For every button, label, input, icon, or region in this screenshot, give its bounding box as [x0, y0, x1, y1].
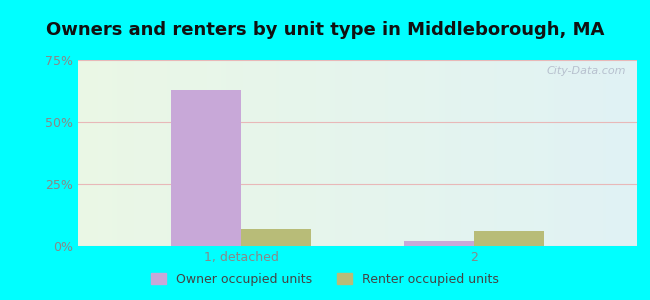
- Text: City-Data.com: City-Data.com: [546, 66, 626, 76]
- Bar: [171, 90, 241, 246]
- Text: Owners and renters by unit type in Middleborough, MA: Owners and renters by unit type in Middl…: [46, 21, 605, 39]
- Bar: [404, 241, 474, 246]
- Legend: Owner occupied units, Renter occupied units: Owner occupied units, Renter occupied un…: [146, 268, 504, 291]
- Bar: [241, 229, 311, 246]
- Bar: [474, 231, 544, 246]
